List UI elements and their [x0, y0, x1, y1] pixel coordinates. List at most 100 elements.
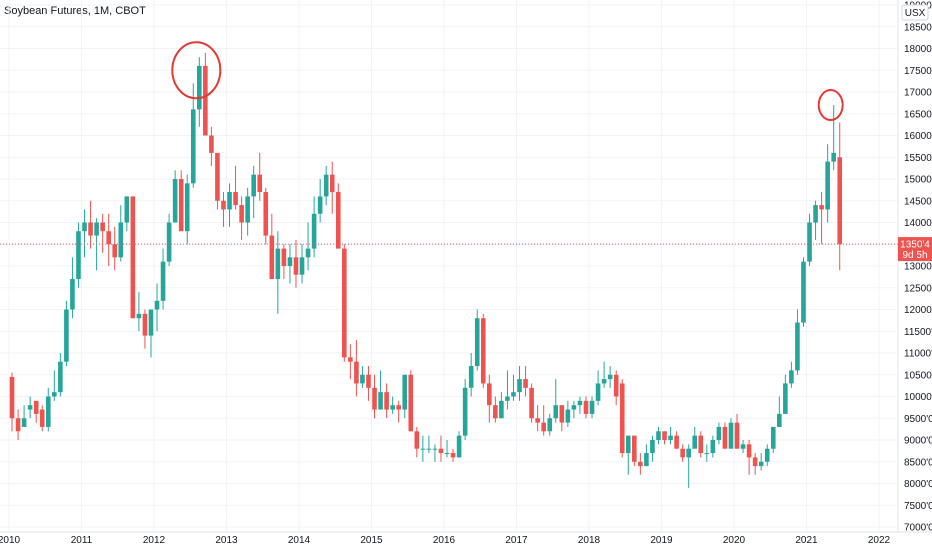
- price-tick-label: 16500'0: [904, 109, 932, 120]
- candle-body: [27, 405, 33, 410]
- candle-body: [414, 431, 420, 449]
- candle-body: [408, 374, 414, 432]
- candle-body: [553, 405, 559, 419]
- candle-body: [52, 392, 57, 397]
- candle-body: [638, 461, 643, 467]
- candle-body: [499, 400, 504, 419]
- candle-body: [746, 444, 752, 458]
- price-tick-label: 14000'0: [904, 218, 932, 229]
- last-price-marker: 1350'49d 5h: [0, 237, 932, 262]
- price-tick-label: 16000'0: [904, 131, 932, 142]
- candle-body: [263, 192, 269, 236]
- price-tick-label: 10000'0: [904, 392, 932, 403]
- candle-body: [571, 405, 577, 410]
- price-tick-label: 7000'0: [904, 523, 932, 534]
- candle-body: [317, 196, 323, 214]
- candle-body: [88, 222, 93, 236]
- candle-body: [547, 418, 553, 432]
- candle-body: [450, 453, 456, 458]
- candle-body: [487, 383, 492, 406]
- candle-body: [160, 261, 166, 301]
- candle-body: [372, 387, 377, 410]
- candle-body: [420, 448, 426, 450]
- candle-body: [456, 435, 462, 458]
- year-tick-label: 2019: [650, 535, 673, 546]
- candle-body: [625, 435, 631, 454]
- candle-body: [716, 426, 722, 440]
- candle-body: [632, 435, 637, 462]
- year-tick-label: 2015: [360, 535, 383, 546]
- candle-body: [233, 192, 238, 206]
- currency-label: USX: [905, 8, 926, 19]
- candle-body: [106, 231, 111, 245]
- candle-body: [154, 300, 160, 310]
- candle-body: [656, 431, 661, 440]
- candle-body: [275, 248, 281, 280]
- candle-body: [462, 387, 468, 436]
- candle-body: [783, 383, 788, 414]
- candle-body: [819, 205, 824, 210]
- candle-body: [251, 174, 256, 197]
- candle-body: [21, 418, 27, 427]
- candle-body: [710, 440, 716, 454]
- candle-body: [33, 400, 39, 414]
- annotation-circle: [817, 89, 844, 122]
- candle-body: [203, 65, 208, 136]
- candle-body: [215, 152, 220, 201]
- candle-body: [329, 174, 335, 193]
- candle-body: [789, 370, 794, 384]
- year-tick-label: 2010: [0, 535, 21, 546]
- candle-body: [493, 405, 498, 419]
- candle-body: [354, 361, 359, 384]
- candle-body: [197, 65, 202, 110]
- price-tick-label: 14500'0: [904, 196, 932, 207]
- year-tick-label: 2021: [795, 535, 818, 546]
- candle-body: [64, 309, 69, 362]
- candle-body: [323, 174, 329, 197]
- candle-body: [221, 200, 226, 210]
- candle-body: [644, 453, 649, 467]
- price-tick-label: 15500'0: [904, 153, 932, 164]
- candle-body: [801, 261, 806, 323]
- price-tick-label: 9000'0: [904, 436, 932, 447]
- price-tick-label: 17500'0: [904, 66, 932, 77]
- candle-body: [692, 435, 698, 449]
- candle-body: [517, 379, 522, 393]
- candle-body: [752, 457, 758, 467]
- price-tick-label: 11500'0: [904, 327, 932, 338]
- candle-body: [390, 405, 395, 410]
- candle-body: [58, 361, 63, 393]
- candle-body: [311, 213, 317, 249]
- candle-body: [348, 357, 353, 362]
- annotation-circle: [171, 41, 222, 100]
- candle-body: [239, 205, 244, 223]
- candle-body: [9, 376, 15, 419]
- price-tick-label: 11000'0: [904, 349, 932, 360]
- candle-body: [686, 448, 691, 458]
- candle-body: [680, 448, 685, 458]
- candle-body: [287, 257, 293, 266]
- candle-body: [384, 392, 389, 410]
- year-tick-label: 2014: [288, 535, 311, 546]
- last-price-value: 1350'4: [900, 240, 930, 251]
- price-tick-label: 12500'0: [904, 283, 932, 294]
- candle-body: [438, 448, 444, 454]
- candle-body: [825, 161, 830, 210]
- chart-title: Soybean Futures, 1M, CBOT: [4, 5, 146, 17]
- candle-body: [722, 426, 728, 449]
- price-tick-label: 12000'0: [904, 305, 932, 316]
- price-tick-label: 18000'0: [904, 44, 932, 55]
- candle-body: [764, 448, 770, 462]
- annotations-group: [171, 41, 844, 122]
- candle-body: [565, 409, 571, 423]
- year-tick-label: 2022: [868, 535, 891, 546]
- candle-body: [607, 374, 613, 380]
- candle-body: [505, 396, 510, 401]
- candle-body: [45, 396, 51, 427]
- candle-body: [178, 179, 184, 232]
- candle-body: [281, 248, 287, 266]
- price-tick-label: 13000'0: [904, 262, 932, 273]
- last-price-badge: [898, 237, 932, 262]
